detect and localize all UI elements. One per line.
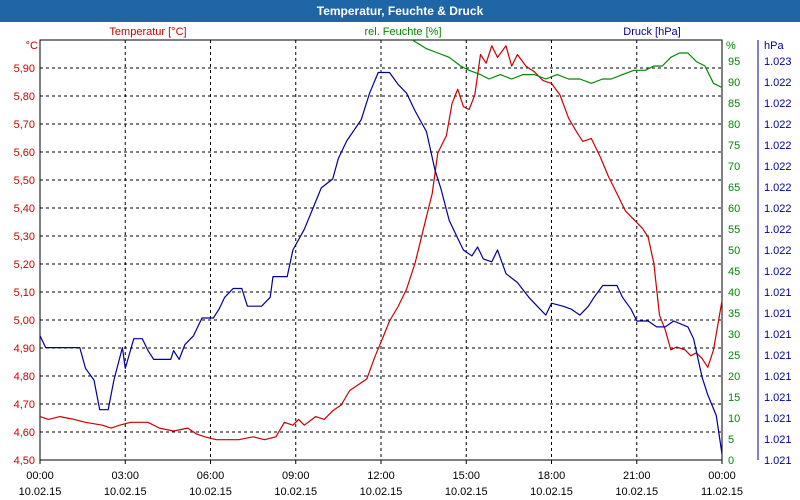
y-tick-label: 50 <box>728 245 740 257</box>
y-tick-label: 1.021 <box>764 413 792 425</box>
legend-entry: Druck [hPa] <box>623 26 680 38</box>
y-tick-label: 1.021 <box>764 392 792 404</box>
y-tick-label: 5,80 <box>14 91 35 103</box>
y-tick-label: 5,50 <box>14 175 35 187</box>
x-tick-label-time: 00:00 <box>26 470 54 482</box>
axis-left: 4,50 4,60 4,70 4,80 4,90 5,00 5,10 5,20 5,30 5,40… <box>14 40 38 467</box>
y-tick-label: 1.023 <box>764 56 792 68</box>
y-tick-label: 30 <box>728 329 740 341</box>
y-tick-label: 5,70 <box>14 119 35 131</box>
y-tick-label: 1.022 <box>764 98 792 110</box>
y-tick-label: 1.021 <box>764 329 792 341</box>
y-tick-label: 5,00 <box>14 315 35 327</box>
y-tick-label: 5,10 <box>14 287 35 299</box>
y-tick-label: 1.022 <box>764 224 792 236</box>
y-tick-label: 35 <box>728 308 740 320</box>
y-tick-label: 1.022 <box>764 119 792 131</box>
y-tick-label: 1.021 <box>764 308 792 320</box>
y-tick-label: 20 <box>728 371 740 383</box>
x-tick-label-date: 10.02.15 <box>530 486 573 498</box>
legend-entry: rel. Feuchte [%] <box>364 26 441 38</box>
y-tick-label: 1.022 <box>764 140 792 152</box>
y-tick-label: 90 <box>728 77 740 89</box>
y-tick-label: 1.021 <box>764 287 792 299</box>
y-tick-label: 45 <box>728 266 740 278</box>
y-tick-label: 15 <box>728 392 740 404</box>
x-tick-label-time: 03:00 <box>111 470 139 482</box>
y-tick-label: 60 <box>728 203 740 215</box>
y-tick-label: 25 <box>728 350 740 362</box>
y-tick-label: 75 <box>728 140 740 152</box>
y-tick-label: 5,90 <box>14 63 35 75</box>
y-tick-label: 1.021 <box>764 434 792 446</box>
x-tick-label-time: 12:00 <box>367 470 395 482</box>
y-tick-label: 55 <box>728 224 740 236</box>
y-tick-label: 65 <box>728 182 740 194</box>
y-axis-unit: % <box>726 40 736 52</box>
x-tick-label-date: 10.02.15 <box>274 486 317 498</box>
x-tick-label-date: 10.02.15 <box>104 486 147 498</box>
x-tick-label-date: 10.02.15 <box>445 486 488 498</box>
y-tick-label: 1.021 <box>764 455 792 467</box>
x-tick-label-date: 10.02.15 <box>189 486 232 498</box>
x-tick-label-time: 15:00 <box>452 470 480 482</box>
y-tick-label: 4,70 <box>14 399 35 411</box>
x-tick-label-date: 10.02.15 <box>360 486 403 498</box>
y-tick-label: 4,60 <box>14 427 35 439</box>
series-layer <box>39 39 723 455</box>
series-line <box>39 71 723 455</box>
chart-title: Temperatur, Feuchte & Druck <box>0 0 800 22</box>
y-axis-unit: hPa <box>764 40 784 52</box>
y-tick-label: 1.022 <box>764 161 792 173</box>
axis-x: 00:00 10.02.15 03:00 10.02.15 06:00 10.02.15 0… <box>19 460 743 498</box>
y-tick-label: 1.021 <box>764 350 792 362</box>
axis-right: 0 5 10 15 20 25 30 35 40 45 50 55 60 65 70 75 80 85 90 95% <box>726 40 740 467</box>
y-tick-label: 1.022 <box>764 245 792 257</box>
y-tick-label: 4,90 <box>14 343 35 355</box>
y-tick-label: 95 <box>728 56 740 68</box>
y-tick-label: 0 <box>728 455 734 467</box>
x-tick-label-time: 00:00 <box>708 470 736 482</box>
y-tick-label: 5,40 <box>14 203 35 215</box>
y-tick-label: 4,80 <box>14 371 35 383</box>
legend-entry: Temperatur [°C] <box>109 26 186 38</box>
axis-right2: 1.021 1.021 1.021 1.021 1.021 1.021 1.021 1.021… <box>757 40 792 467</box>
y-tick-label: 70 <box>728 161 740 173</box>
x-tick-label-time: 18:00 <box>538 470 566 482</box>
x-tick-label-time: 21:00 <box>623 470 651 482</box>
series-line <box>39 45 723 441</box>
y-tick-label: 1.022 <box>764 182 792 194</box>
y-tick-label: 1.022 <box>764 266 792 278</box>
y-tick-label: 5 <box>728 434 734 446</box>
y-tick-label: 5,60 <box>14 147 35 159</box>
y-tick-label: 1.022 <box>764 77 792 89</box>
x-tick-label-time: 06:00 <box>197 470 225 482</box>
x-tick-label-date: 10.02.15 <box>19 486 62 498</box>
y-tick-label: 5,20 <box>14 259 35 271</box>
y-tick-label: 40 <box>728 287 740 299</box>
series-line <box>411 39 723 89</box>
y-tick-label: 5,30 <box>14 231 35 243</box>
x-tick-label-time: 09:00 <box>282 470 310 482</box>
y-tick-label: 10 <box>728 413 740 425</box>
y-tick-label: 1.021 <box>764 371 792 383</box>
grid-lines <box>40 40 722 460</box>
y-tick-label: 1.022 <box>764 203 792 215</box>
y-axis-unit: °C <box>26 40 38 52</box>
legend: Temperatur [°C] rel. Feuchte [%] Druck [hP… <box>109 26 680 38</box>
x-tick-label-date: 10.02.15 <box>615 486 658 498</box>
y-tick-label: 80 <box>728 119 740 131</box>
y-tick-label: 4,50 <box>14 455 35 467</box>
y-tick-label: 85 <box>728 98 740 110</box>
x-tick-label-date: 11.02.15 <box>701 486 743 498</box>
